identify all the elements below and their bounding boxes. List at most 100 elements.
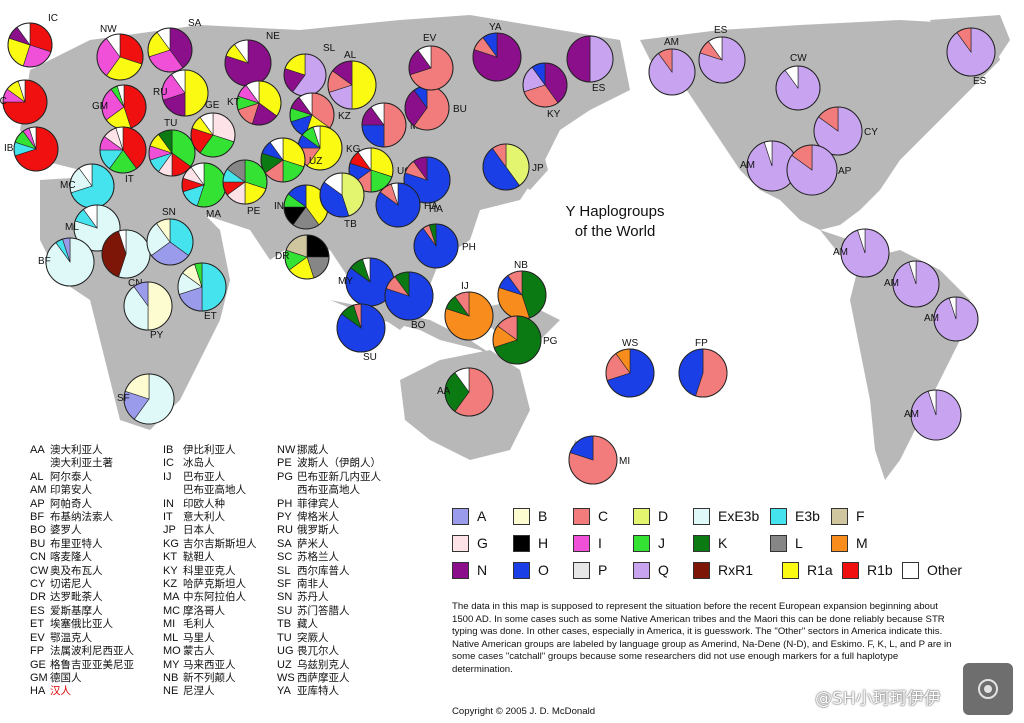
abbreviation-code: NW <box>277 444 296 456</box>
pie-ne: NE <box>224 31 280 87</box>
pie-outline <box>336 303 386 353</box>
abbreviation-row: FP 法属波利尼西亚人 <box>30 645 134 658</box>
abbreviation-name: 印欧人种 <box>183 497 225 510</box>
legend-label: J <box>658 535 665 551</box>
abbreviation-code: AL <box>30 470 44 483</box>
abbreviation-name: 达罗毗荼人 <box>50 591 103 604</box>
legend-swatch <box>693 561 710 579</box>
abbreviation-name: 马来西亚人 <box>183 658 236 671</box>
pie-label: UZ <box>309 156 322 167</box>
legend-item-m: M <box>831 533 868 553</box>
abbreviation-code: RU <box>277 524 293 537</box>
pie-label: AM <box>833 247 848 258</box>
legend-item-e3b: E3b <box>770 506 820 526</box>
legend-swatch <box>573 561 590 579</box>
legend-swatch <box>902 561 919 579</box>
pie-label: SA <box>188 18 202 29</box>
pie-ru: RU <box>153 69 209 117</box>
legend-item-g: G <box>452 533 488 553</box>
abbreviation-row: BO 婆罗人 <box>30 524 134 537</box>
abbreviation-row: IN 印欧人种 <box>163 498 257 511</box>
abbreviation-name: 西布亚高地人 <box>297 484 360 497</box>
legend-swatch <box>513 507 530 525</box>
abbreviation-row: NB 新不列颠人 <box>163 672 257 685</box>
legend-label: K <box>718 535 728 551</box>
pie-outline <box>472 32 522 82</box>
legend-item-c: C <box>573 506 608 526</box>
legend-label: R1b <box>867 562 893 578</box>
pie-outline <box>648 48 696 96</box>
abbreviation-name: 中东阿拉伯人 <box>183 591 246 604</box>
abbreviation-row: KG 吉尔吉斯斯坦人 <box>163 538 257 551</box>
abbreviation-row: IT 意大利人 <box>163 511 257 524</box>
abbreviation-row: SN 苏丹人 <box>277 591 381 604</box>
legend-item-exe3b: ExE3b <box>693 506 759 526</box>
abbreviation-row: CW 奥及布瓦人 <box>30 565 134 578</box>
abbreviation-row: EV 鄂温克人 <box>30 632 134 645</box>
pie-outline <box>605 348 655 398</box>
pie-in: IN <box>274 184 329 230</box>
pie-outline <box>146 218 194 266</box>
legend-label: Q <box>658 562 669 578</box>
abbreviation-row: SA 萨米人 <box>277 538 381 551</box>
legend-swatch <box>513 534 530 552</box>
pie-outline <box>892 260 940 308</box>
abbreviation-row: MY 马来西亚人 <box>163 659 257 672</box>
pie-ge: GE <box>190 100 236 158</box>
pie-label: EV <box>423 33 437 44</box>
legend-label: M <box>856 535 868 551</box>
pie-label: PH <box>462 242 476 253</box>
abbreviation-code: KG <box>163 537 179 550</box>
pie-label: IB <box>4 143 14 154</box>
legend-label: O <box>538 562 549 578</box>
watermark: @SH小珂珂伊伊 <box>815 689 941 709</box>
pie-label: GE <box>205 100 220 111</box>
legend-label: R1a <box>807 562 833 578</box>
pie-outline <box>177 262 227 312</box>
legend-label: F <box>856 508 865 524</box>
image-button[interactable] <box>963 663 1013 715</box>
legend-item-j: J <box>633 533 665 553</box>
pie-label: JP <box>532 163 544 174</box>
pie-label: CW <box>790 53 807 64</box>
abbreviation-row: AM 印第安人 <box>30 484 134 497</box>
pie-pg: PG <box>492 315 558 365</box>
pie-ws: WS <box>605 338 655 398</box>
pie-label: AM <box>664 37 679 48</box>
pie-label: NE <box>266 31 280 42</box>
pie-label: IJ <box>461 281 469 292</box>
pie-outline <box>45 237 95 287</box>
abbreviation-row: 巴布亚高地人 <box>163 484 257 497</box>
abbreviation-code: AP <box>30 497 45 510</box>
abbreviation-row: IB 伊比利亚人 <box>163 444 257 457</box>
abbreviation-name: 伊比利亚人 <box>183 444 236 456</box>
pie-label: HA <box>424 201 438 212</box>
pie-mc: MC <box>60 163 115 209</box>
abbreviation-code: IT <box>163 511 173 524</box>
pie-label: UG <box>397 166 412 177</box>
pie-label: IC <box>48 13 58 24</box>
legend-item-l: L <box>770 533 803 553</box>
abbreviation-row: GM 德国人 <box>30 672 134 685</box>
pie-label: SL <box>323 43 336 54</box>
legend-swatch <box>842 561 859 579</box>
pie-label: HA <box>429 204 443 215</box>
pie-sl: SL <box>283 43 336 97</box>
abbreviation-name: 巴布亚人 <box>183 470 225 483</box>
pie-label: CN <box>128 278 142 289</box>
abbreviation-name: 格鲁吉亚亚美尼亚 <box>50 658 134 671</box>
pie-sf: SF <box>117 373 175 425</box>
abbreviation-code: PG <box>277 470 293 483</box>
pie-cy: CY <box>813 106 878 156</box>
abbreviation-code: CN <box>30 551 46 564</box>
abbreviation-name: 巴布亚新几内亚人 <box>297 470 381 483</box>
pie-outline <box>7 22 53 68</box>
abbreviation-row: SL 西尔库普人 <box>277 565 381 578</box>
pie-label: MA <box>206 209 221 220</box>
abbreviation-row: 澳大利亚土著 <box>30 457 134 470</box>
legend-label: Other <box>927 562 963 578</box>
abbreviation-code: SL <box>277 564 291 577</box>
pie-ky: KY <box>522 62 568 120</box>
pie-outline <box>813 106 863 156</box>
abbreviation-code: GM <box>30 671 48 684</box>
